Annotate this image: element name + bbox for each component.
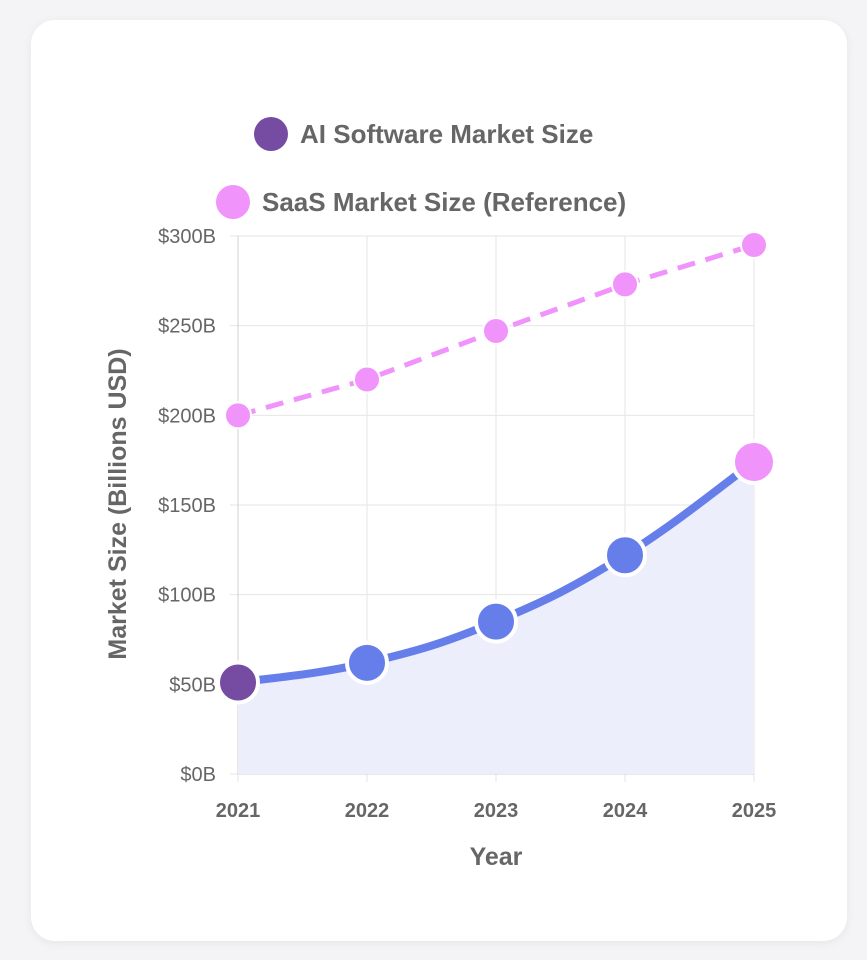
data-point-ai-2025 [731, 438, 777, 485]
legend-swatch-ai [254, 117, 288, 151]
y-axis-ticks: $0B $50B $100B $150B $200B $250B $300B [158, 226, 216, 786]
legend-item-ai[interactable]: AI Software Market Size [254, 116, 593, 152]
y-tick-label-3: $150B [158, 495, 216, 517]
y-tick-label-0: $0B [180, 764, 216, 786]
data-points-layer [216, 230, 777, 705]
y-tick-label-5: $250B [158, 316, 216, 338]
legend-label-ai: AI Software Market Size [300, 118, 594, 149]
data-point-ai-2024 [603, 533, 647, 578]
y-axis-title: Market Size (Billions USD) [104, 348, 132, 659]
legend-item-saas[interactable]: SaaS Market Size (Reference) [216, 184, 626, 220]
x-axis-ticks: 2021 2022 2023 2024 2025 [216, 800, 777, 822]
area-fill-ai [238, 461, 754, 774]
data-point-saas-2021 [224, 401, 252, 430]
area-fill-layer [238, 461, 754, 774]
x-tick-label-2022: 2022 [345, 800, 390, 822]
legend-swatch-saas [216, 185, 250, 219]
data-point-ai-2022 [345, 640, 389, 685]
data-point-ai-2023 [474, 599, 518, 644]
y-tick-label-1: $50B [169, 674, 216, 696]
x-tick-label-2024: 2024 [603, 800, 648, 822]
y-tick-label-4: $200B [158, 405, 216, 427]
data-point-saas-2023 [482, 317, 510, 346]
x-tick-label-2021: 2021 [216, 800, 261, 822]
x-axis-title: Year [470, 843, 523, 871]
y-tick-label-6: $300B [158, 226, 216, 248]
chart-card [31, 20, 847, 941]
x-tick-label-2025: 2025 [732, 800, 777, 822]
y-tick-label-2: $100B [158, 585, 216, 607]
legend-label-saas: SaaS Market Size (Reference) [262, 186, 627, 217]
data-point-saas-2022 [353, 365, 381, 394]
data-point-saas-2024 [611, 270, 639, 299]
data-point-ai-2021 [216, 660, 260, 705]
x-tick-label-2023: 2023 [474, 800, 519, 822]
data-point-saas-2025 [740, 230, 768, 259]
